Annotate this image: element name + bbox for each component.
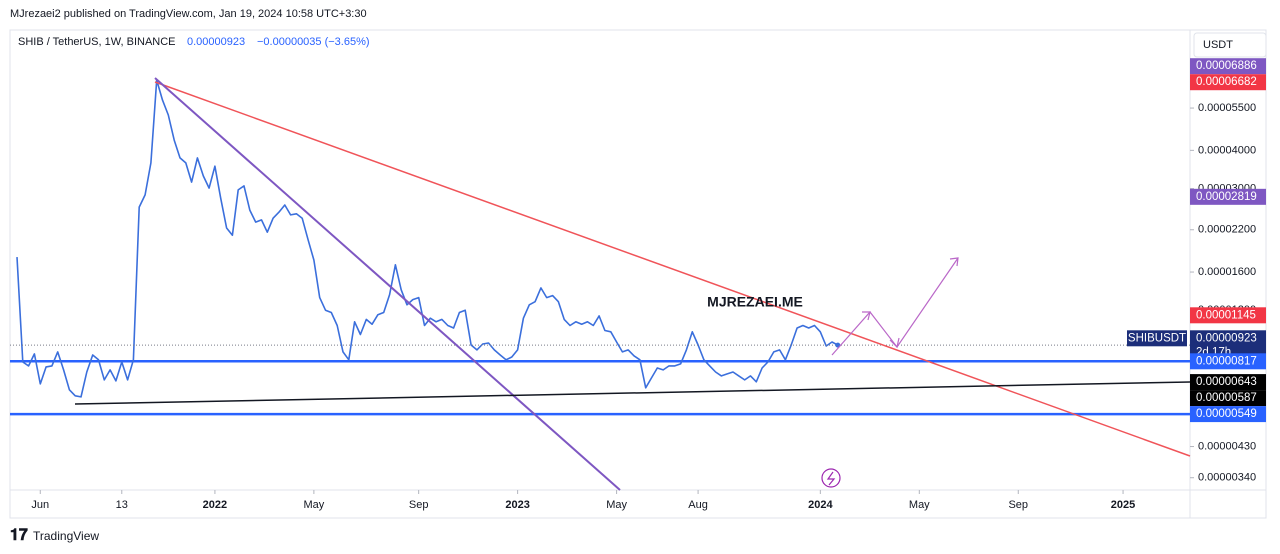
x-tick-label: Sep (1008, 499, 1028, 511)
symbol-tag-text: SHIBUSDT (1128, 332, 1186, 344)
price-badge-text: 0.00002819 (1196, 191, 1257, 203)
price-badge (1190, 307, 1266, 324)
price-badge (1190, 374, 1266, 391)
y-tick-label: 0.00002200 (1198, 224, 1256, 236)
x-tick-label: May (909, 499, 930, 511)
footer-logo: 𝟏𝟕 (10, 527, 28, 544)
price-badge-text: 0.00000923 (1196, 332, 1257, 344)
x-tick-label: 2022 (203, 499, 227, 511)
price-badge (1190, 406, 1266, 423)
symbol-tag (1127, 330, 1187, 347)
x-tick-label: May (303, 499, 324, 511)
event-icon[interactable] (821, 468, 841, 488)
trend-line (74, 381, 1191, 405)
y-tick-label: 0.00001600 (1198, 266, 1256, 278)
price-badge-text: 0.00000549 (1196, 408, 1257, 420)
y-tick-label: 0.00000340 (1198, 472, 1256, 484)
drawings (74, 77, 1191, 491)
price-badge (1190, 353, 1266, 370)
arrow-head (949, 257, 959, 267)
publisher: MJrezaei2 published on TradingView.com, … (10, 8, 367, 20)
trend-line (154, 81, 1191, 457)
price-badge (1190, 58, 1266, 75)
legend-change: −0.00000035 (−3.65%) (257, 36, 370, 48)
y-tick-label: 0.00004000 (1198, 144, 1256, 156)
trend-line (154, 77, 621, 491)
price-badge-text: 0.00000643 (1196, 376, 1257, 388)
arrow-head (889, 337, 900, 349)
arrow-head (862, 311, 871, 321)
x-tick-label: Sep (409, 499, 429, 511)
price-line (16, 79, 839, 398)
x-tick-label: 2025 (1111, 499, 1135, 511)
price-badge-text: 0.00006682 (1196, 76, 1257, 88)
price-badge-text: 0.00000587 (1196, 392, 1257, 404)
currency-box[interactable] (1193, 32, 1267, 58)
price-badge-text: 0.00001145 (1196, 309, 1256, 321)
x-tick-label: 13 (116, 499, 128, 511)
frame (9, 29, 1267, 519)
price-badge-text: 0.00006886 (1196, 60, 1257, 72)
watermark: MJREZAEI.ME (707, 294, 803, 310)
x-tick-label: 2023 (505, 499, 529, 511)
price-badge (1190, 390, 1266, 407)
x-tick-label: 2024 (808, 499, 833, 511)
legend-title: SHIB / TetherUS, 1W, BINANCE (18, 36, 176, 48)
currency: USDT (1203, 39, 1233, 51)
x-tick-label: May (606, 499, 627, 511)
price-badge-text: 0.00000817 (1196, 355, 1257, 367)
footer: TradingView (33, 529, 99, 543)
x-tick-label: Jun (31, 499, 49, 511)
x-tick-label: Aug (688, 499, 708, 511)
price-badge (1190, 74, 1266, 91)
price-badge (1190, 188, 1266, 205)
y-tick-label: 0.00005500 (1198, 102, 1256, 114)
y-tick-label: 0.00000430 (1198, 440, 1256, 452)
projection-arrow (831, 257, 959, 356)
legend-price: 0.00000923 (187, 36, 245, 48)
event-icon-bolt (826, 471, 836, 486)
